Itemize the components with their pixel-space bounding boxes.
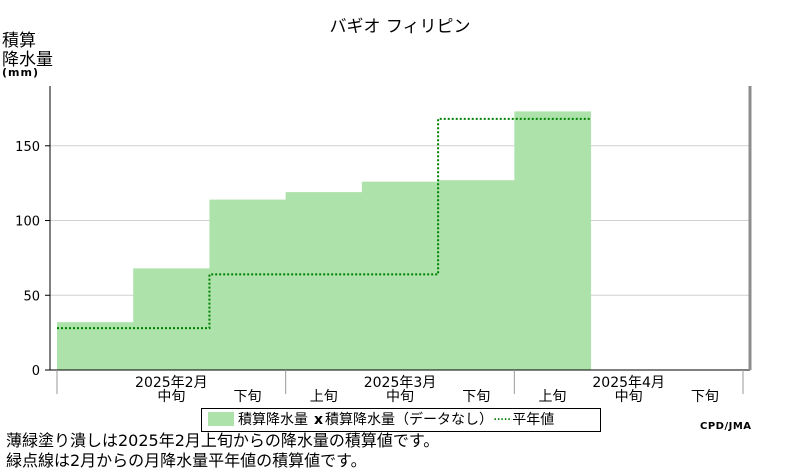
legend-label-normal: 平年値 bbox=[512, 412, 555, 428]
precip-bar-0 bbox=[57, 322, 134, 370]
y-tick-label-50: 50 bbox=[23, 289, 40, 304]
legend-label-nodata: 積算降水量（データなし） bbox=[325, 412, 494, 428]
month-label-2: 2025年4月 bbox=[592, 375, 665, 391]
precip-bar-1 bbox=[133, 268, 210, 370]
y-tick-label-150: 150 bbox=[15, 140, 40, 155]
legend-marker-nodata: x bbox=[314, 412, 324, 428]
note-line-1: 薄緑塗り潰しは2025年2月上旬からの降水量の積算値です。 bbox=[6, 431, 440, 450]
x-tick-label-7: 中旬 bbox=[615, 389, 643, 405]
y-tick-label-0: 0 bbox=[32, 364, 40, 379]
x-tick-label-6: 上旬 bbox=[538, 389, 566, 405]
month-label-1: 2025年3月 bbox=[364, 375, 437, 391]
month-label-0: 2025年2月 bbox=[135, 375, 208, 391]
legend: 積算降水量 x 積算降水量（データなし）····· 平年値 bbox=[201, 408, 601, 432]
x-tick-label-8: 下旬 bbox=[691, 389, 719, 405]
y-tick-label-100: 100 bbox=[15, 215, 40, 230]
precip-bar-6 bbox=[514, 111, 592, 371]
chart-title: バギオ フィリピン bbox=[329, 17, 471, 37]
legend-label-precipitation: 積算降水量 bbox=[238, 412, 308, 428]
precip-bar-3 bbox=[285, 192, 363, 370]
y-axis-unit: (mm) bbox=[2, 66, 39, 79]
legend-swatch-precipitation bbox=[208, 412, 234, 426]
y-axis-label-line-2: 降水量 bbox=[2, 50, 53, 70]
x-tick-label-3: 上旬 bbox=[310, 389, 338, 405]
y-axis-label-line-1: 積算 bbox=[2, 31, 36, 51]
precip-bar-2 bbox=[209, 199, 287, 370]
precip-bar-4 bbox=[361, 181, 439, 370]
legend-line-normal: ····· bbox=[493, 412, 511, 428]
x-tick-label-2: 下旬 bbox=[234, 389, 262, 405]
note-line-2: 緑点線は2月からの月降水量平年値の積算値です。 bbox=[6, 451, 367, 470]
x-tick-label-1: 中旬 bbox=[157, 389, 185, 405]
x-tick-label-4: 中旬 bbox=[386, 389, 414, 405]
precip-bar-5 bbox=[438, 180, 515, 370]
x-tick-label-5: 下旬 bbox=[462, 389, 490, 405]
normal-step-line bbox=[57, 117, 591, 330]
credit-label: CPD/JMA bbox=[700, 421, 752, 432]
